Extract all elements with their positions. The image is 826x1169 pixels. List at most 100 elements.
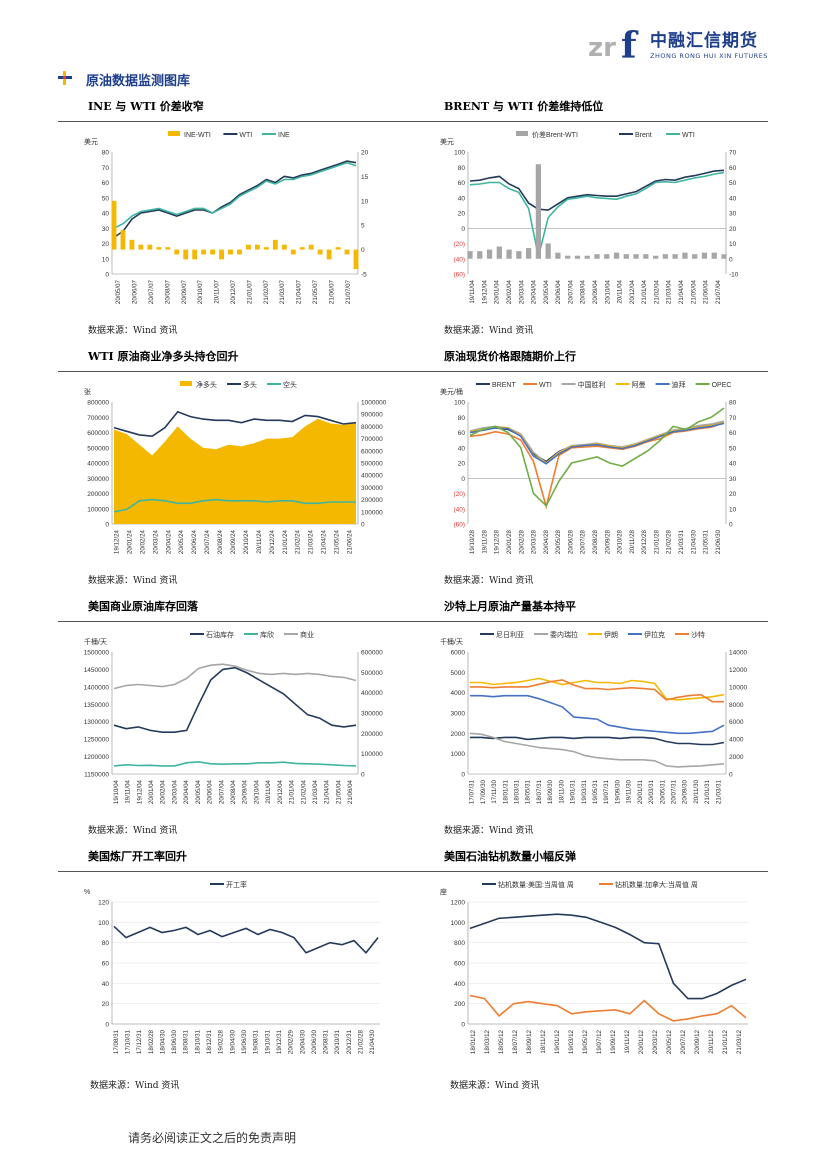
y-tick-label: 50 bbox=[102, 195, 110, 202]
y-right-tick-label: 40 bbox=[729, 461, 737, 468]
x-tick-label: 21/02/28 bbox=[666, 529, 673, 554]
bar-mark bbox=[299, 247, 305, 250]
x-tick-label: 21/04/24 bbox=[321, 529, 328, 554]
y-right-tick-label: 50 bbox=[729, 180, 737, 187]
source-note: 数据来源：Wind 资讯 bbox=[90, 1081, 180, 1091]
x-tick-label: 21/01/28 bbox=[653, 529, 660, 554]
x-tick-label: 21/05/04 bbox=[335, 779, 342, 804]
y-tick-label: 5000 bbox=[451, 670, 466, 677]
y-tick-label: (60) bbox=[453, 522, 465, 529]
y-right-tick-label: 600000 bbox=[361, 650, 383, 657]
x-tick-label: 18/05/12 bbox=[498, 1029, 505, 1054]
y-tick-label: 20 bbox=[102, 241, 110, 248]
x-tick-label: 20/09/04 bbox=[242, 779, 249, 804]
x-tick-label: 21/01/12 bbox=[722, 1029, 729, 1054]
y-tick-label: 2000 bbox=[451, 731, 466, 738]
legend-label: 价差Brent-WTI bbox=[532, 130, 578, 139]
y-tick-label: 60 bbox=[458, 180, 466, 187]
chart-refinery-utilization: % 开工率 0 20 40 60 80 100 120 17/08/31 17/10/31 17/12… bbox=[80, 874, 390, 1070]
y-tick-label: 800000 bbox=[87, 400, 109, 407]
x-tick-label: 20/08/28 bbox=[592, 529, 599, 554]
y-tick-label: 1000 bbox=[451, 751, 466, 758]
bar-mark bbox=[643, 254, 649, 259]
bar-mark bbox=[613, 252, 620, 259]
bar-mark bbox=[201, 249, 207, 255]
y-tick-label: 800 bbox=[454, 940, 465, 947]
y-right-tick-label: 50 bbox=[729, 445, 737, 452]
x-tick-label: 20/09/07 bbox=[181, 279, 188, 304]
y-right-tick-label: 500000 bbox=[361, 670, 383, 677]
x-tick-label: 19/11/04 bbox=[469, 279, 476, 303]
y-tick-label: 60 bbox=[102, 180, 110, 187]
y-right-tick-label: 700000 bbox=[361, 436, 383, 443]
x-tick-label: 18/07/12 bbox=[512, 1029, 519, 1054]
x-tick-label: 20/03/04 bbox=[171, 779, 178, 804]
bar-mark bbox=[633, 254, 639, 259]
legend-label: WTI bbox=[682, 132, 695, 139]
y-right-tick-label: 200000 bbox=[361, 731, 383, 738]
x-tick-label: 18/09/12 bbox=[526, 1029, 533, 1054]
y-right-tick-label: 20 bbox=[361, 150, 369, 157]
bar-mark bbox=[335, 247, 341, 250]
x-tick-label: 18/03/12 bbox=[484, 1029, 491, 1054]
chart-svg: 千桶/天 石油库存 库欣 商业 1150000 1200000 1250000 1300000… bbox=[84, 630, 383, 804]
y-tick-label: 1400000 bbox=[84, 684, 110, 691]
series-line bbox=[113, 663, 357, 690]
bar-mark bbox=[272, 239, 278, 250]
y-tick-label: (20) bbox=[453, 241, 465, 248]
x-tick-label: 21/04/04 bbox=[324, 779, 331, 804]
x-tick-label: 19/10/31 bbox=[264, 1029, 271, 1054]
cross-bullet-icon bbox=[58, 71, 72, 85]
x-tick-label: 21/01/04 bbox=[289, 779, 296, 804]
x-tick-label: 21/01/07 bbox=[246, 279, 253, 304]
x-tick-label: 21/03/04 bbox=[312, 779, 319, 804]
divider bbox=[58, 121, 768, 122]
x-tick-label: 20/11/04 bbox=[265, 779, 272, 803]
panel-title: 美国商业原油库存回落 bbox=[88, 600, 198, 613]
y-right-tick-label: 1000000 bbox=[361, 400, 387, 407]
x-tick-label: 19/05/12 bbox=[582, 1029, 589, 1054]
y-right-tick-label: 10 bbox=[729, 506, 737, 513]
x-tick-label: 19/01/12 bbox=[554, 1029, 561, 1054]
y-tick-label: 1250000 bbox=[84, 737, 110, 744]
x-tick-label: 20/01/04 bbox=[148, 779, 155, 804]
x-tick-label: 20/06/04 bbox=[207, 779, 214, 804]
x-tick-label: 18/03/31 bbox=[513, 779, 520, 804]
x-tick-label: 21/02/07 bbox=[263, 279, 270, 304]
y-tick-label: 1450000 bbox=[84, 667, 110, 674]
bar-mark bbox=[692, 254, 698, 259]
x-tick-label: 18/11/30 bbox=[558, 779, 565, 803]
logo-english: ZHONG RONG HUI XIN FUTURES bbox=[650, 52, 768, 60]
y-right-tick-label: 400000 bbox=[361, 690, 383, 697]
legend-label: 多头 bbox=[243, 380, 257, 389]
x-tick-label: 21/06/24 bbox=[347, 529, 354, 554]
x-tick-label: 20/08/31 bbox=[323, 1029, 330, 1054]
y-tick-label: 80 bbox=[458, 165, 466, 172]
y-right-tick-label: 200000 bbox=[361, 497, 383, 504]
bar-mark bbox=[138, 244, 144, 250]
x-tick-label: 19/11/30 bbox=[626, 779, 633, 803]
x-tick-label: 18/07/31 bbox=[536, 779, 543, 804]
x-tick-label: 17/07/31 bbox=[469, 779, 476, 804]
y-right-tick-label: -5 bbox=[361, 272, 367, 279]
y-tick-label: 0 bbox=[461, 1022, 465, 1029]
bar-mark bbox=[535, 164, 542, 259]
x-tick-label: 17/11/30 bbox=[491, 779, 498, 803]
x-tick-label: 20/05/24 bbox=[178, 529, 185, 554]
y-tick-label: 300000 bbox=[87, 476, 109, 483]
x-tick-label: 21/06/04 bbox=[703, 279, 710, 304]
x-tick-label: 21/03/24 bbox=[308, 529, 315, 554]
y-tick-label: 20 bbox=[458, 461, 466, 468]
series-line bbox=[113, 925, 379, 955]
y-tick-label: 1300000 bbox=[84, 719, 110, 726]
y-tick-label: 60 bbox=[458, 430, 466, 437]
x-tick-label: 21/01/04 bbox=[641, 279, 648, 304]
x-tick-label: 20/12/04 bbox=[629, 279, 636, 304]
x-tick-label: 20/12/04 bbox=[277, 779, 284, 804]
y-tick-label: 20 bbox=[102, 1001, 110, 1008]
series-line bbox=[469, 171, 725, 257]
legend-label: 库欣 bbox=[260, 630, 274, 639]
x-tick-label: 20/10/07 bbox=[197, 279, 204, 304]
x-tick-label: 20/10/24 bbox=[243, 529, 250, 554]
x-tick-label: 21/02/24 bbox=[295, 529, 302, 554]
